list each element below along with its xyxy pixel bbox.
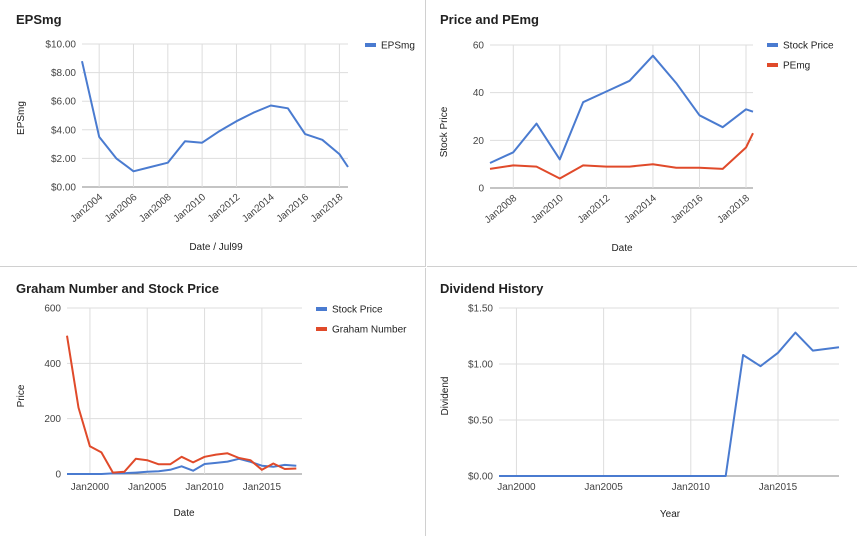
x-tick-label: Jan2006 — [103, 192, 140, 225]
x-axis-label: Date — [173, 508, 195, 519]
chart-title: Price and PEmg — [440, 12, 539, 27]
y-tick-label: $4.00 — [51, 125, 76, 136]
y-tick-label: 40 — [473, 88, 485, 99]
y-axis-label: Stock Price — [439, 106, 450, 157]
y-tick-label: 600 — [44, 304, 61, 315]
x-tick-label: Jan2008 — [483, 193, 520, 226]
legend-swatch — [316, 327, 327, 331]
eps-chart: EPSmg $0.00 $2.00 $4.00 $6.00 $8.00 $10.00 Ja… — [16, 12, 415, 253]
y-tick-label: $6.00 — [51, 97, 76, 108]
x-tick-label: Jan2004 — [69, 192, 106, 225]
x-tick-label: Jan2005 — [584, 482, 623, 493]
series-line-dividend — [499, 331, 840, 477]
x-axis-label: Date / Jul99 — [189, 242, 243, 253]
y-tick-label: $1.00 — [468, 360, 493, 371]
legend-label: EPSmg — [381, 41, 415, 52]
series-line-epsmg — [81, 60, 349, 173]
y-tick-label: $0.00 — [468, 472, 493, 483]
y-tick-label: $8.00 — [51, 68, 76, 79]
chart-title: Dividend History — [440, 281, 544, 296]
x-tick-label: Jan2012 — [576, 193, 613, 226]
y-tick-label: 0 — [55, 470, 61, 481]
legend-swatch — [767, 63, 778, 67]
legend-swatch — [316, 307, 327, 311]
dividend-chart-panel: Dividend History $0.00 $0.50 $1.00 $1.50 Ja… — [427, 268, 857, 536]
x-tick-label: Jan2015 — [243, 482, 282, 493]
x-tick-label: Jan2010 — [185, 482, 224, 493]
legend-label: Stock Price — [783, 41, 834, 52]
x-axis-label: Date — [611, 243, 633, 254]
y-tick-label: 0 — [478, 184, 484, 195]
x-tick-label: Jan2014 — [622, 193, 659, 226]
chart-title: EPSmg — [16, 12, 62, 27]
y-tick-label: 400 — [44, 359, 61, 370]
x-tick-label: Jan2010 — [172, 192, 209, 225]
legend-label: Graham Number — [332, 325, 407, 336]
y-axis-label: EPSmg — [16, 101, 27, 135]
x-tick-label: Jan2000 — [71, 482, 110, 493]
series-line-graham-number — [66, 335, 297, 474]
y-tick-label: 200 — [44, 414, 61, 425]
y-tick-label: $1.50 — [468, 304, 493, 315]
chart-title: Graham Number and Stock Price — [16, 281, 219, 296]
eps-chart-panel: EPSmg $0.00 $2.00 $4.00 $6.00 $8.00 $10.00 Ja… — [0, 0, 426, 267]
y-axis-label: Dividend — [440, 377, 451, 416]
x-tick-label: Jan2018 — [309, 192, 346, 225]
x-tick-label: Jan2014 — [240, 192, 277, 225]
series-line-pemg — [489, 132, 754, 180]
y-tick-label: $2.00 — [51, 154, 76, 165]
x-tick-label: Jan2000 — [497, 482, 536, 493]
x-tick-label: Jan2016 — [669, 193, 706, 226]
x-tick-label: Jan2012 — [206, 192, 243, 225]
y-tick-label: $0.00 — [51, 183, 76, 194]
x-tick-label: Jan2015 — [759, 482, 798, 493]
series-line-stock-price — [67, 457, 297, 475]
y-tick-label: $10.00 — [45, 40, 76, 51]
x-tick-label: Jan2010 — [529, 193, 566, 226]
y-tick-label: $0.50 — [468, 416, 493, 427]
price-pemg-chart: Price and PEmg 0 20 40 60 Jan2008 Jan2010 Jan… — [439, 12, 834, 254]
x-tick-label: Jan2005 — [128, 482, 167, 493]
dividend-chart: Dividend History $0.00 $0.50 $1.00 $1.50 Ja… — [440, 281, 840, 520]
x-tick-label: Jan2016 — [275, 192, 312, 225]
graham-chart: Graham Number and Stock Price 0 200 400 600… — [16, 281, 407, 519]
legend-swatch — [365, 43, 376, 47]
x-tick-label: Jan2018 — [715, 193, 752, 226]
legend-label: PEmg — [783, 61, 810, 72]
legend-swatch — [767, 43, 778, 47]
x-tick-label: Jan2008 — [137, 192, 174, 225]
series-line-stock-price — [489, 54, 754, 164]
x-axis-label: Year — [660, 509, 681, 520]
y-tick-label: 60 — [473, 41, 485, 52]
legend-label: Stock Price — [332, 305, 383, 316]
y-tick-label: 20 — [473, 136, 485, 147]
x-tick-label: Jan2010 — [672, 482, 711, 493]
y-axis-label: Price — [16, 384, 27, 407]
price-pemg-chart-panel: Price and PEmg 0 20 40 60 Jan2008 Jan2010 Jan… — [427, 0, 857, 267]
graham-chart-panel: Graham Number and Stock Price 0 200 400 600… — [0, 268, 426, 536]
